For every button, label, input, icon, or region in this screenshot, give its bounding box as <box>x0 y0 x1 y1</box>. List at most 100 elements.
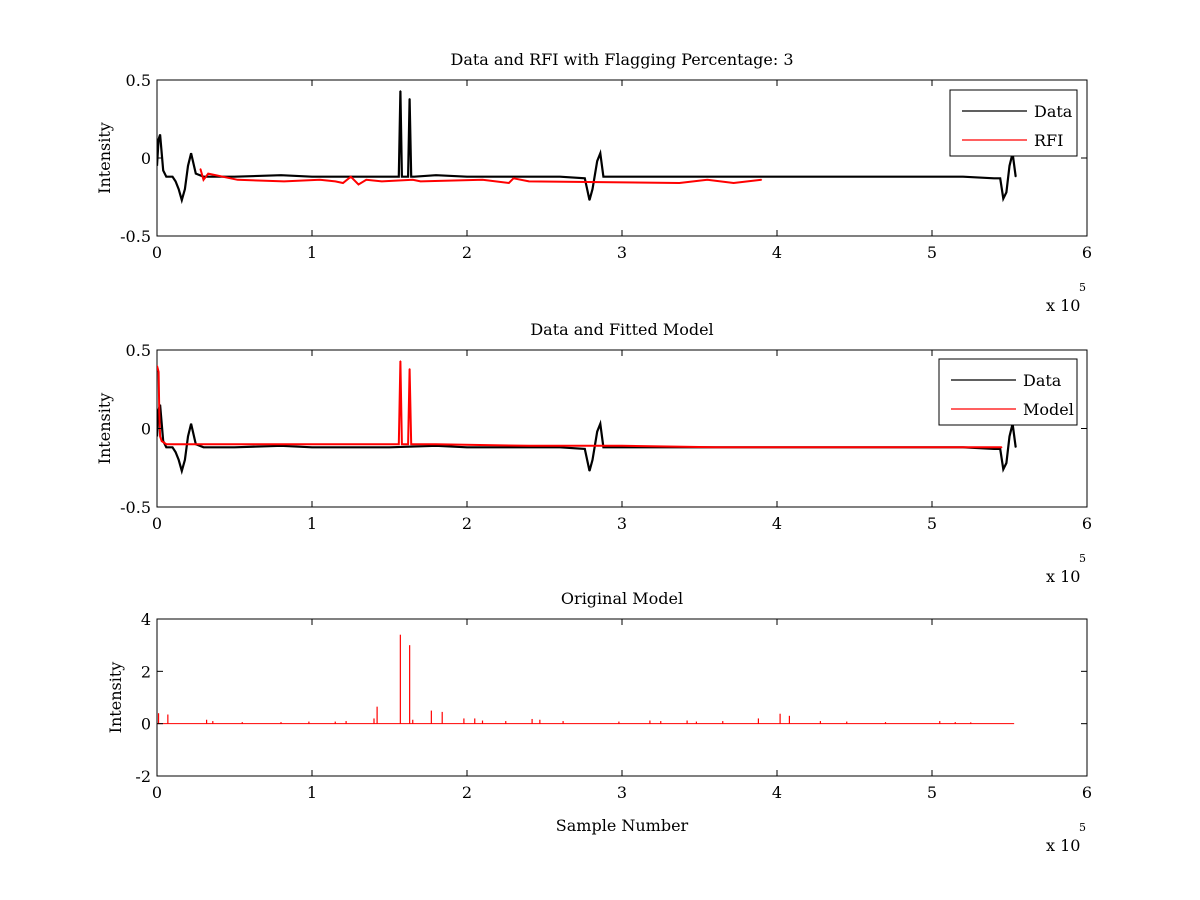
data-point <box>165 176 167 178</box>
plot-area <box>157 360 1017 475</box>
data-point <box>233 446 236 448</box>
data-point <box>962 176 964 178</box>
data-point <box>435 174 437 176</box>
data-point <box>596 431 598 433</box>
data-point <box>175 451 177 453</box>
x-tick-label: 2 <box>462 783 472 802</box>
data-point <box>334 180 336 182</box>
data-point <box>357 176 360 178</box>
data-point <box>621 445 623 447</box>
data-point <box>280 445 282 447</box>
y-tick-label: -2 <box>135 767 151 786</box>
data-point <box>714 446 716 448</box>
x-tick-label: 0 <box>152 514 162 533</box>
data-point <box>900 176 902 178</box>
x-tick-label: 1 <box>307 783 317 802</box>
data-point <box>187 165 189 167</box>
x-tick-label: 0 <box>152 243 162 262</box>
chart-title: Data and RFI with Flagging Percentage: 3 <box>450 50 793 69</box>
data-point <box>171 176 174 178</box>
data-point <box>207 173 209 175</box>
x-tick-label: 4 <box>772 243 782 262</box>
data-point <box>410 176 412 178</box>
x-exponent-label: x 10 <box>1046 296 1080 315</box>
data-point <box>401 443 403 445</box>
x-tick-label: 6 <box>1082 783 1092 802</box>
x-axis-label: Sample Number <box>556 816 689 835</box>
data-point <box>168 446 170 448</box>
data-point <box>342 182 344 184</box>
data-point <box>399 90 401 92</box>
data-point <box>481 179 484 181</box>
data-point <box>993 448 995 450</box>
y-axis-label: Intensity <box>106 662 125 734</box>
x-exponent-power: 5 <box>1079 552 1086 565</box>
chart-title: Original Model <box>561 589 683 608</box>
x-tick-label: 2 <box>462 514 472 533</box>
data-point <box>512 446 515 448</box>
data-point <box>1001 446 1003 448</box>
data-point <box>512 176 515 178</box>
data-point <box>319 179 321 181</box>
data-point <box>466 176 468 178</box>
data-point <box>171 446 174 448</box>
data-point <box>357 183 360 186</box>
data-point <box>202 179 205 181</box>
data-point <box>381 180 383 182</box>
data-point <box>184 188 186 190</box>
data-point <box>733 182 735 184</box>
data-point <box>409 368 411 370</box>
data-point <box>466 446 468 448</box>
data-point <box>159 134 161 136</box>
chart-title: Data and Fitted Model <box>530 320 713 339</box>
data-point <box>599 423 601 425</box>
legend-label-model: Model <box>1023 400 1074 419</box>
plot-area <box>157 90 1017 205</box>
data-point <box>588 470 591 472</box>
data-point <box>409 98 411 100</box>
y-tick-label: -0.5 <box>120 498 151 517</box>
data-point <box>588 199 591 201</box>
data-point <box>233 176 236 178</box>
data-point <box>512 177 515 179</box>
data-point <box>161 440 163 442</box>
y-tick-label: 4 <box>141 610 151 629</box>
data-point <box>157 365 158 367</box>
data-point <box>407 176 409 178</box>
data-point <box>776 446 778 448</box>
data-point <box>199 168 201 170</box>
data-point <box>599 152 601 154</box>
data-point <box>350 176 352 178</box>
data-point <box>190 152 192 154</box>
x-tick-label: 1 <box>307 514 317 533</box>
data-point <box>999 177 1001 179</box>
data-point <box>1002 468 1004 470</box>
data-point <box>776 176 778 178</box>
data-point <box>931 446 933 448</box>
data-point <box>853 446 856 448</box>
y-tick-label: -0.5 <box>120 227 151 246</box>
data-point <box>413 176 415 178</box>
axes-frame <box>156 79 1088 237</box>
data-point <box>202 443 205 445</box>
data-point <box>373 443 375 445</box>
data-point <box>706 179 708 181</box>
x-tick-label: 5 <box>927 783 937 802</box>
data-point <box>760 179 763 181</box>
series-line-rfi <box>199 168 762 186</box>
data-point <box>168 176 170 178</box>
data-point <box>280 443 282 445</box>
legend-label-rfi: RFI <box>1034 131 1063 150</box>
x-tick-label: 3 <box>617 783 627 802</box>
data-point <box>311 446 313 448</box>
data-point <box>609 446 611 448</box>
data-point <box>175 180 177 182</box>
data-point <box>435 445 437 447</box>
x-tick-label: 3 <box>617 514 627 533</box>
data-point <box>419 180 422 182</box>
legend-box <box>938 358 1078 426</box>
data-point <box>1008 435 1011 437</box>
